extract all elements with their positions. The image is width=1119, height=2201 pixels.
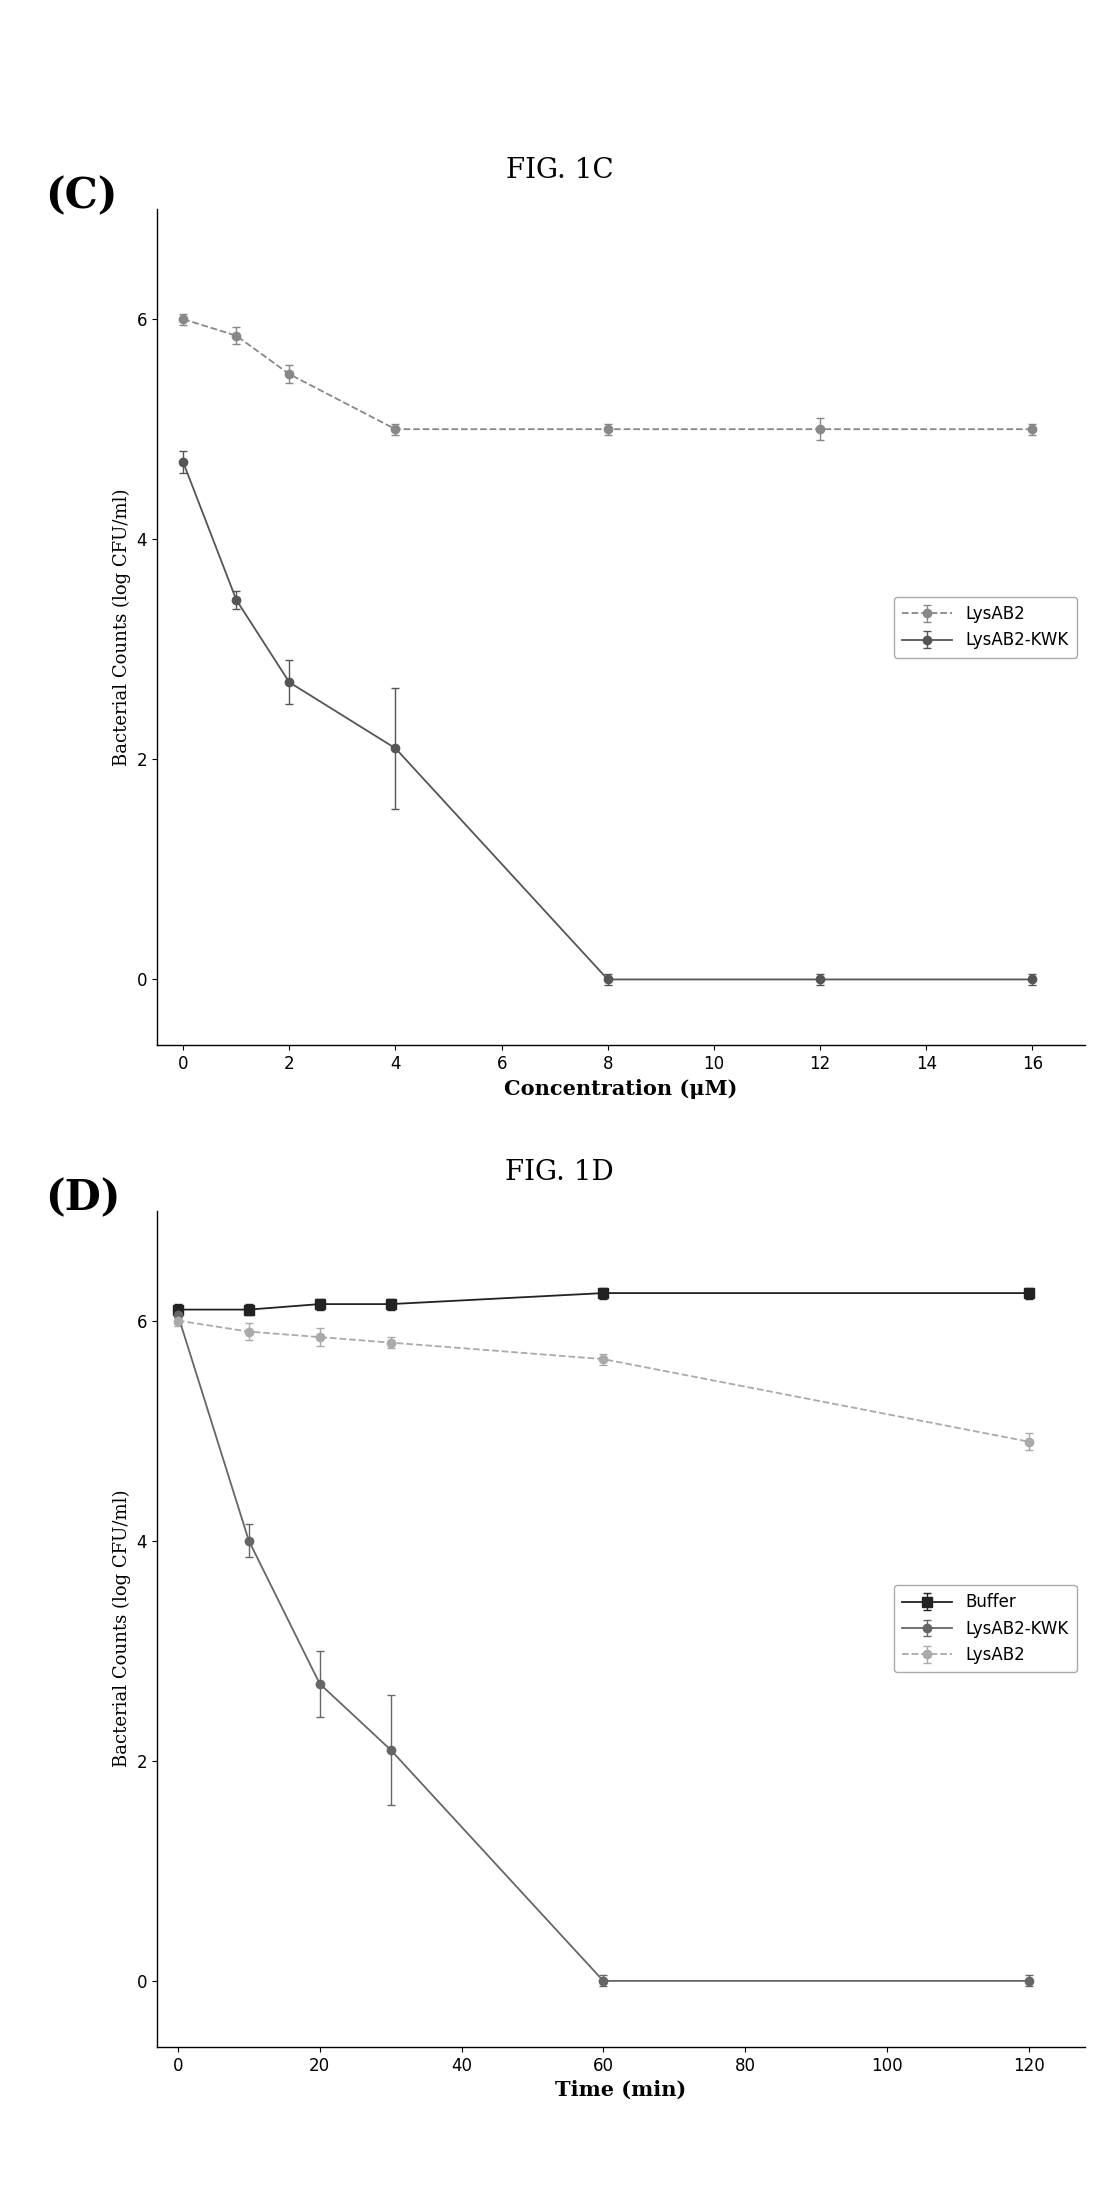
Text: FIG. 1C: FIG. 1C xyxy=(506,156,613,185)
Y-axis label: Bacterial Counts (log CFU/ml): Bacterial Counts (log CFU/ml) xyxy=(113,1490,131,1767)
Legend: Buffer, LysAB2-KWK, LysAB2: Buffer, LysAB2-KWK, LysAB2 xyxy=(894,1585,1078,1673)
Text: (D): (D) xyxy=(45,1178,121,1219)
Text: (C): (C) xyxy=(45,176,117,218)
X-axis label: Concentration (μM): Concentration (μM) xyxy=(505,1078,737,1098)
X-axis label: Time (min): Time (min) xyxy=(555,2080,687,2100)
Legend: LysAB2, LysAB2-KWK: LysAB2, LysAB2-KWK xyxy=(894,596,1078,658)
Y-axis label: Bacterial Counts (log CFU/ml): Bacterial Counts (log CFU/ml) xyxy=(113,489,131,766)
Text: FIG. 1D: FIG. 1D xyxy=(505,1158,614,1186)
